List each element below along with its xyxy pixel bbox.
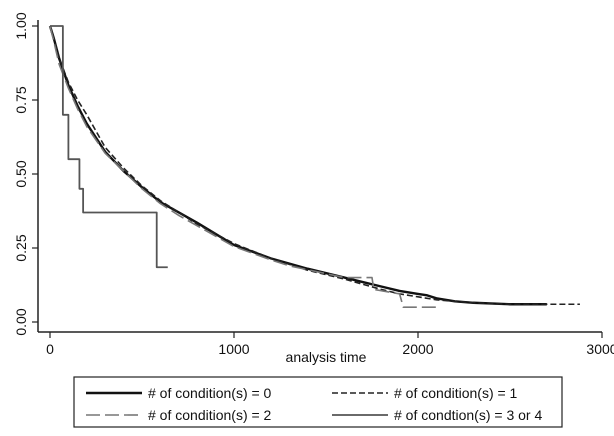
legend-label: # of condition(s) = 2 (148, 407, 272, 423)
x-tick-label: 2000 (402, 341, 433, 357)
axes-layer: 0 1000 2000 3000 0.00 0.25 0.50 0.75 1.00 (13, 12, 614, 357)
y-tick-label: 1.00 (13, 12, 29, 39)
x-tick-label: 1000 (218, 341, 249, 357)
legend-label: # of condition(s) = 0 (148, 385, 272, 401)
series-line-1 (48, 25, 547, 306)
series-line-4 (50, 25, 168, 269)
y-tick-label: 0.00 (13, 308, 29, 335)
y-tick-label: 0.50 (13, 160, 29, 187)
x-axis-title: analysis time (286, 349, 367, 365)
x-tick-label: 3000 (586, 341, 614, 357)
legend: # of condition(s) = 0 # of condition(s) =… (73, 376, 563, 428)
x-tick-label: 0 (46, 341, 54, 357)
legend-label: # of condtion(s) = 3 or 4 (394, 407, 542, 423)
series-line-3 (49, 25, 441, 308)
legend-box (73, 376, 563, 428)
y-tick-label: 0.75 (13, 86, 29, 113)
series-layer (48, 25, 580, 308)
legend-label: # of condition(s) = 1 (394, 385, 518, 401)
series-line-2 (49, 25, 580, 306)
y-tick-label: 0.25 (13, 234, 29, 261)
